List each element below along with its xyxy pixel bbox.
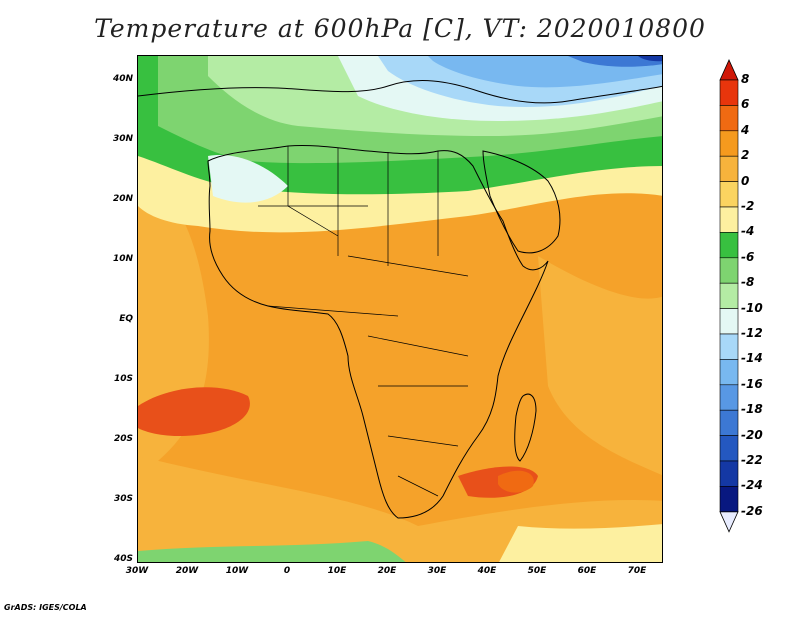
- colorbar-swatch: [719, 384, 739, 411]
- colorbar-swatch: [719, 130, 739, 157]
- colorbar-label: -18: [741, 402, 763, 417]
- colorbar-swatch: [719, 282, 739, 309]
- lat-tick-label: 20S: [113, 434, 133, 444]
- colorbar-swatch: [719, 181, 739, 208]
- field-hot-east: [498, 470, 534, 493]
- colorbar-bottom-arrow: [719, 511, 739, 533]
- colorbar-swatch: [719, 409, 739, 436]
- lon-tick-label: 30W: [125, 566, 149, 576]
- lon-tick-label: 40E: [477, 566, 497, 576]
- colorbar-label: 4: [741, 122, 750, 137]
- lon-tick-label: 60E: [577, 566, 597, 576]
- field-sahara-patch: [208, 155, 288, 203]
- field-south-green: [138, 541, 406, 562]
- colorbar-swatch: [719, 435, 739, 462]
- field-indian-band: [538, 256, 662, 476]
- lon-tick-label: 20W: [175, 566, 199, 576]
- colorbar-swatch: [719, 333, 739, 360]
- colorbar-swatch: [719, 486, 739, 513]
- colorbar-label: -22: [741, 453, 763, 467]
- colorbar-label: 6: [741, 97, 750, 112]
- lon-tick-label: 10W: [225, 566, 249, 576]
- colorbar-swatch: [719, 257, 739, 284]
- lat-tick-label: 30N: [112, 134, 133, 144]
- lat-tick-label: 10S: [113, 374, 133, 384]
- colorbar-label: -16: [741, 376, 763, 391]
- lat-tick-label: 10N: [112, 254, 133, 264]
- colorbar-label: -20: [741, 427, 763, 442]
- map-panel: [137, 55, 663, 563]
- lat-tick-label: EQ: [119, 314, 133, 324]
- colorbar-swatch: [719, 460, 739, 487]
- colorbar-label: -14: [741, 351, 763, 366]
- lon-tick-label: 50E: [527, 566, 547, 576]
- colorbar-swatch: [719, 206, 739, 233]
- lat-tick-label: 40S: [113, 554, 133, 564]
- colorbar-swatch: [719, 155, 739, 182]
- colorbar-swatch: [719, 232, 739, 259]
- lon-tick-label: 70E: [627, 566, 647, 576]
- europe-coastline: [138, 80, 662, 104]
- colorbar-swatch: [719, 308, 739, 335]
- lon-tick-label: 10E: [327, 566, 347, 576]
- arabia-coastline: [482, 150, 561, 254]
- madagascar-coastline: [514, 393, 537, 462]
- field-south-pale: [499, 524, 662, 562]
- field-hot-atlantic: [138, 387, 250, 436]
- colorbar-label: 8: [741, 72, 750, 86]
- lat-tick-label: 20N: [112, 194, 133, 204]
- colorbar-label: -10: [741, 300, 763, 315]
- field-blue-deep: [638, 56, 662, 62]
- colorbar-swatch: [719, 359, 739, 386]
- grads-credit: GrADS: IGES/COLA: [4, 603, 87, 612]
- colorbar-label: -4: [741, 224, 755, 239]
- colorbar-label: -24: [741, 478, 763, 493]
- colorbar-label: -6: [741, 249, 755, 264]
- colorbar-swatch: [719, 79, 739, 106]
- map-title: Temperature at 600hPa [C], VT: 202001080…: [94, 14, 706, 43]
- lat-tick-label: 30S: [113, 494, 133, 504]
- lon-tick-label: 20E: [377, 566, 397, 576]
- lon-tick-label: 0: [283, 566, 291, 576]
- lat-tick-label: 40N: [112, 74, 133, 84]
- colorbar-label: -26: [741, 503, 763, 518]
- temperature-field: [138, 56, 662, 562]
- colorbar-label: -2: [741, 199, 755, 213]
- field-blue-dark: [568, 56, 662, 67]
- colorbar-swatch: [719, 105, 739, 132]
- colorbar-label: 2: [741, 148, 750, 163]
- colorbar: [719, 59, 739, 533]
- africa-coastline: [207, 144, 549, 519]
- colorbar-label: 0: [741, 173, 750, 188]
- colorbar-label: -8: [741, 275, 755, 290]
- lon-tick-label: 30E: [427, 566, 447, 576]
- colorbar-top-arrow: [719, 59, 739, 81]
- colorbar-label: -12: [741, 326, 763, 340]
- country-borders: [258, 146, 469, 497]
